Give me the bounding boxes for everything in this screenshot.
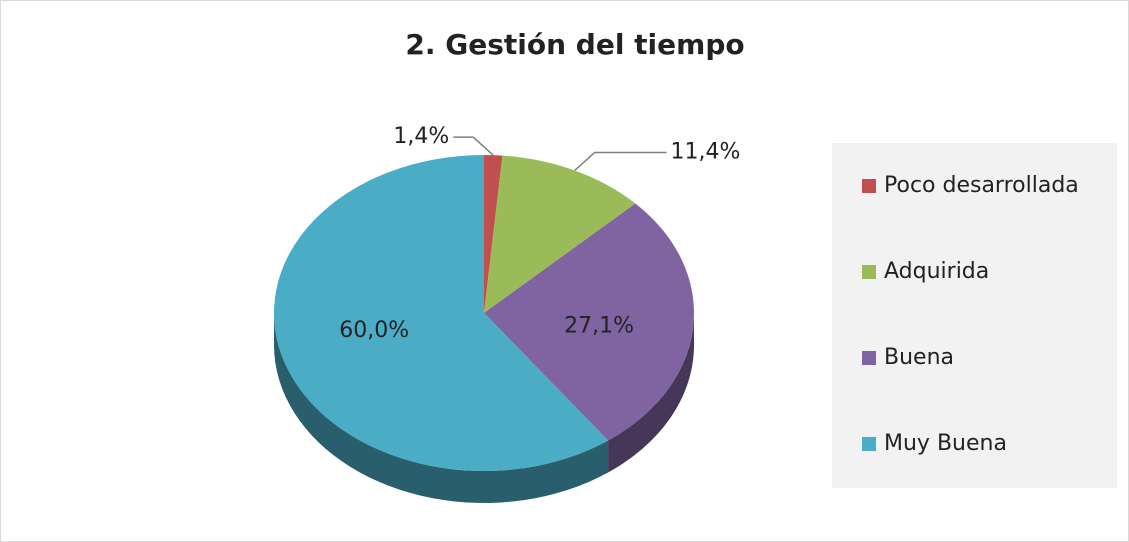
pie-slice [484,155,503,313]
legend-box [832,143,1117,488]
legend-label: Buena [884,345,954,370]
legend-swatch [862,437,876,451]
data-label: 11,4% [671,139,741,164]
pie-slice-side [274,313,609,503]
legend-swatch [862,265,876,279]
leader-line [574,151,667,172]
legend-label: Poco desarrollada [884,173,1079,198]
data-label: 1,4% [393,124,449,149]
legend-label: Muy Buena [884,431,1007,456]
pie-slice [274,155,609,471]
chart-title: 2. Gestión del tiempo [405,28,744,61]
pie-slice-side [608,313,694,473]
leader-line [453,136,494,156]
legend-label: Adquirida [884,259,989,284]
pie-slice [484,203,695,441]
data-label: 27,1% [564,314,634,339]
data-label: 60,0% [339,318,409,343]
legend-swatch [862,179,876,193]
pie-slice [484,155,636,313]
legend-swatch [862,351,876,365]
